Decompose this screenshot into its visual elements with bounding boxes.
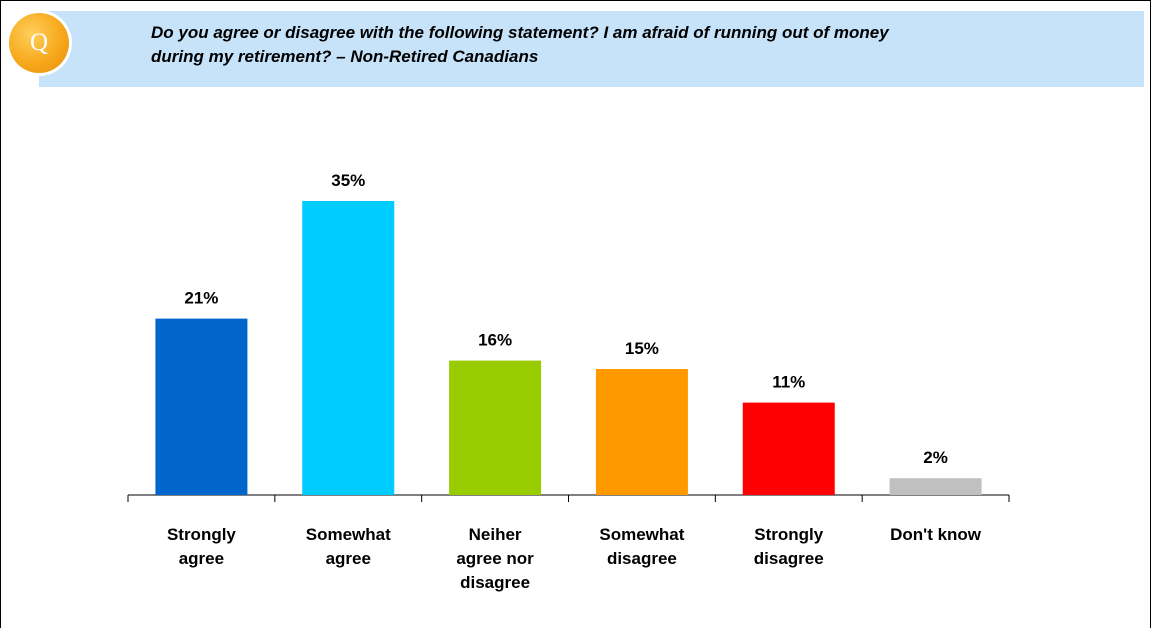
bar bbox=[449, 360, 542, 495]
question-text: Do you agree or disagree with the follow… bbox=[151, 21, 1111, 69]
category-label-line: Somewhat bbox=[306, 525, 391, 544]
data-label: 35% bbox=[331, 171, 365, 190]
category-label-line: Strongly bbox=[167, 525, 236, 544]
bar bbox=[889, 478, 982, 495]
category-label-line: Strongly bbox=[754, 525, 823, 544]
category-label-line: Neiher bbox=[469, 525, 522, 544]
data-label: 16% bbox=[478, 331, 512, 350]
data-label: 21% bbox=[184, 289, 218, 308]
question-badge-letter: Q bbox=[29, 29, 49, 56]
category-label-line: agree nor bbox=[456, 549, 534, 568]
category-label-line: disagree bbox=[607, 549, 677, 568]
question-line-2: during my retirement? – Non-Retired Cana… bbox=[151, 47, 539, 66]
question-banner bbox=[39, 11, 1144, 87]
category-label-line: Don't know bbox=[890, 525, 982, 544]
category-label: Strongly agree bbox=[167, 525, 236, 568]
bar bbox=[155, 318, 248, 495]
category-label: Neiher agree nor disagree bbox=[456, 525, 534, 592]
category-label-line: agree bbox=[179, 549, 224, 568]
question-line-1: Do you agree or disagree with the follow… bbox=[151, 23, 889, 42]
category-label-line: disagree bbox=[754, 549, 824, 568]
category-label: Strongly disagree bbox=[754, 525, 824, 568]
data-label: 2% bbox=[923, 448, 948, 467]
category-label-line: Somewhat bbox=[599, 525, 684, 544]
bar bbox=[595, 369, 688, 495]
category-label-line: agree bbox=[326, 549, 371, 568]
question-badge-icon: Q bbox=[9, 13, 69, 73]
category-label-line: disagree bbox=[460, 573, 530, 592]
category-label: Somewhat agree bbox=[306, 525, 391, 568]
category-label: Don't know bbox=[890, 525, 982, 544]
bar bbox=[742, 402, 835, 495]
bar bbox=[302, 201, 395, 495]
data-label: 11% bbox=[772, 373, 805, 392]
category-label: Somewhat disagree bbox=[599, 525, 684, 568]
data-label: 15% bbox=[625, 339, 659, 358]
